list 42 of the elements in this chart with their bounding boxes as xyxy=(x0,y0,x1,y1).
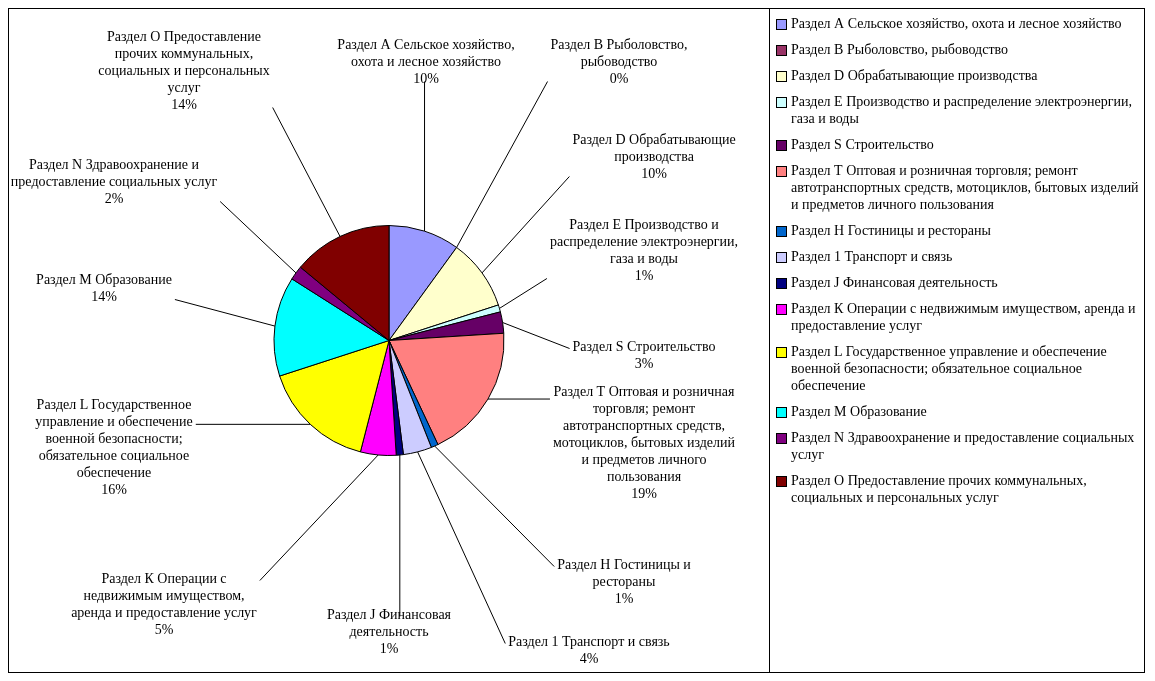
data-label: 1% xyxy=(379,641,399,657)
category-label: Раздел В Рыболовство, рыбоводство xyxy=(550,37,688,70)
slice-label: Раздел Е Производство и распределение электроэнергии, газа и воды xyxy=(549,217,739,267)
data-label: 5% xyxy=(154,622,174,638)
data-label: 4% xyxy=(579,651,599,667)
slice-label: Раздел А Сельское хозяйство, охота и лесное хозяйство xyxy=(337,37,515,70)
data-label: 14% xyxy=(91,289,118,305)
slice-label: Раздел L Государственное управление и обеспечение военной безопасности; обязательное социальное обеспечение xyxy=(35,397,193,481)
slice-label: Раздел S Строительство xyxy=(572,339,716,355)
slice-label: Раздел Т Оптовая и розничная торговля; ремонт автотранспортных средств, мотоциклов, бытовых изделий и предметов личного пользования xyxy=(552,384,736,485)
slice-label: Раздел D Обрабатывающие производства xyxy=(572,132,736,165)
legend-label: Раздел Е Производство и распределение электроэнергии, газа и воды xyxy=(791,93,1134,127)
data-label: 19% xyxy=(631,486,658,502)
slice-label: Раздел К Операции с недвижимым имуществом, аренда и предоставление услуг xyxy=(71,571,258,621)
data-label: 2% xyxy=(104,191,124,207)
legend-label: Раздел О Предоставление прочих коммунальных, социальных и персональных услуг xyxy=(791,472,1088,506)
legend-label: Раздел К Операции с недвижимым имуществом, аренда и предоставление услуг xyxy=(791,300,1137,334)
legend-label: Раздел J Финансовая деятельность xyxy=(791,274,998,291)
legend-label: Раздел S Строительство xyxy=(791,136,934,153)
data-label: 1% xyxy=(614,591,634,607)
legend-label: Раздел Т Оптовая и розничная торговля; ремонт автотранспортных средств, мотоциклов, бытовых изделий и предметов личного пользования xyxy=(791,162,1140,213)
slice-label: Раздел N Здравоохранение и предоставление социальных услуг xyxy=(10,157,218,190)
legend-label: Раздел А Сельское хозяйство, охота и лесное хозяйство xyxy=(791,15,1122,32)
data-label: 10% xyxy=(641,166,668,182)
slice-label: Раздел J Финансовая деятельность xyxy=(326,607,452,640)
text: 0% xyxy=(609,71,629,87)
data-label: 10% xyxy=(413,71,440,87)
legend-label: Раздел Н Гостиницы и рестораны xyxy=(791,222,991,239)
slice-label: Раздел 1 Транспорт и связь xyxy=(508,634,670,650)
data-label: 1% xyxy=(634,268,654,284)
slice-label: Раздел М Образование xyxy=(36,272,172,288)
legend-label: Раздел D Обрабатывающие производства xyxy=(791,67,1038,84)
slice-label: Раздел Н Гостиницы и рестораны xyxy=(557,557,692,590)
slice-label: Раздел О Предоставление прочих коммунальных, социальных и персональных услуг xyxy=(98,29,270,96)
legend-label: Раздел В Рыболовство, рыбоводство xyxy=(791,41,1009,58)
legend-label: Раздел L Государственное управление и обеспечение военной безопасности; обязательное социальное обеспечение xyxy=(791,343,1108,394)
legend-label: Раздел М Образование xyxy=(791,403,927,420)
data-label: 14% xyxy=(171,97,198,113)
legend-label: Раздел N Здравоохранение и предоставление социальных услуг xyxy=(791,429,1136,463)
data-label: 3% xyxy=(634,356,654,372)
legend-label: Раздел 1 Транспорт и связь xyxy=(791,248,953,265)
data-label: 16% xyxy=(101,482,128,498)
